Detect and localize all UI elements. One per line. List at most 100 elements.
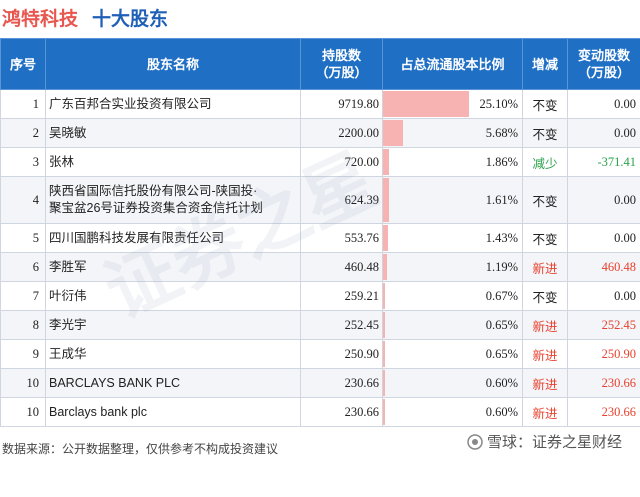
float-ratio: 25.10%	[383, 90, 523, 119]
change-status: 不变	[523, 90, 568, 119]
float-ratio: 1.61%	[383, 177, 523, 224]
shareholder-name: BARCLAYS BANK PLC	[46, 369, 301, 398]
shareholder-name-line2: 聚宝盆26号证券投资集合资金信托计划	[49, 201, 263, 215]
shares-held: 624.39	[301, 177, 383, 224]
change-shares: 252.45	[568, 311, 640, 340]
page-subtitle: 十大股东	[92, 4, 168, 31]
change-shares: 230.66	[568, 398, 640, 427]
float-ratio: 0.65%	[383, 340, 523, 369]
change-shares: 0.00	[568, 224, 640, 253]
shares-held: 230.66	[301, 398, 383, 427]
brand-text: 雪球：证券之星财经	[487, 431, 622, 452]
shares-held: 460.48	[301, 253, 383, 282]
change-shares: 230.66	[568, 369, 640, 398]
shares-held: 230.66	[301, 369, 383, 398]
ratio-bar	[383, 399, 385, 425]
shareholder-name-line1: 陕西省国际信托股份有限公司-陕国投·	[49, 184, 257, 198]
header-delta: 变动股数 （万股）	[568, 39, 640, 90]
ratio-value: 1.43%	[486, 231, 522, 245]
row-index: 7	[1, 282, 46, 311]
shares-held: 259.21	[301, 282, 383, 311]
change-shares: -371.41	[568, 148, 640, 177]
shareholder-name-line1: Barclays bank plc	[49, 405, 147, 419]
ratio-bar	[383, 341, 385, 367]
change-status: 不变	[523, 177, 568, 224]
change-status: 不变	[523, 119, 568, 148]
shareholder-name-line1: 四川国鹏科技发展有限责任公司	[49, 231, 224, 245]
float-ratio: 0.65%	[383, 311, 523, 340]
snowball-icon	[467, 434, 483, 450]
change-status: 不变	[523, 282, 568, 311]
shareholder-name-line1: 广东百邦合实业投资有限公司	[49, 97, 212, 111]
brand-watermark: 雪球：证券之星财经	[467, 431, 622, 452]
shareholders-table: 序号 股东名称 持股数 （万股） 占总流通股本比例 增减 变动股数 （万股） 1…	[0, 38, 640, 427]
change-shares: 0.00	[568, 177, 640, 224]
header-name: 股东名称	[46, 39, 301, 90]
ratio-bar	[383, 120, 403, 146]
ratio-bar	[383, 254, 387, 280]
change-status: 减少	[523, 148, 568, 177]
data-source-note: 数据来源：公开数据整理，仅供参考不构成投资建议	[2, 440, 278, 457]
header-delta-line2: （万股）	[578, 65, 630, 80]
shareholder-name: 吴晓敏	[46, 119, 301, 148]
shareholder-name: 李胜军	[46, 253, 301, 282]
row-index: 9	[1, 340, 46, 369]
ratio-bar	[383, 283, 385, 309]
float-ratio: 0.60%	[383, 369, 523, 398]
shares-held: 9719.80	[301, 90, 383, 119]
table-header-row: 序号 股东名称 持股数 （万股） 占总流通股本比例 增减 变动股数 （万股）	[1, 39, 640, 90]
ratio-value: 25.10%	[479, 97, 522, 111]
float-ratio: 1.19%	[383, 253, 523, 282]
change-status: 新进	[523, 253, 568, 282]
shareholder-name: 李光宇	[46, 311, 301, 340]
row-index: 2	[1, 119, 46, 148]
shareholder-name: 陕西省国际信托股份有限公司-陕国投· 聚宝盆26号证券投资集合资金信托计划	[46, 177, 301, 224]
ratio-value: 0.60%	[486, 376, 522, 390]
change-status: 新进	[523, 398, 568, 427]
float-ratio: 0.67%	[383, 282, 523, 311]
header-shares-line2: （万股）	[315, 65, 367, 80]
shareholder-name: 王成华	[46, 340, 301, 369]
row-index: 1	[1, 90, 46, 119]
shareholder-name: 叶衍伟	[46, 282, 301, 311]
shareholder-name-line1: BARCLAYS BANK PLC	[49, 376, 180, 390]
header-ratio: 占总流通股本比例	[383, 39, 523, 90]
change-status: 新进	[523, 311, 568, 340]
shareholder-name: 张林	[46, 148, 301, 177]
ratio-bar	[383, 149, 389, 175]
float-ratio: 1.43%	[383, 224, 523, 253]
shares-held: 720.00	[301, 148, 383, 177]
ratio-bar	[383, 178, 389, 222]
shareholder-name-line1: 王成华	[49, 347, 87, 361]
shareholder-name-line1: 李光宇	[49, 318, 87, 332]
float-ratio: 0.60%	[383, 398, 523, 427]
row-index: 5	[1, 224, 46, 253]
row-index: 6	[1, 253, 46, 282]
shareholder-name-line1: 吴晓敏	[49, 126, 87, 140]
float-ratio: 1.86%	[383, 148, 523, 177]
ratio-bar	[383, 312, 385, 338]
row-index: 10	[1, 398, 46, 427]
ratio-value: 0.65%	[486, 318, 522, 332]
shares-held: 553.76	[301, 224, 383, 253]
ratio-value: 0.60%	[486, 405, 522, 419]
shares-held: 2200.00	[301, 119, 383, 148]
shareholder-name-line1: 张林	[49, 155, 74, 169]
ratio-value: 0.65%	[486, 347, 522, 361]
shareholder-name: 广东百邦合实业投资有限公司	[46, 90, 301, 119]
title-bar: 鸿特科技 十大股东	[0, 0, 640, 34]
row-index: 8	[1, 311, 46, 340]
row-index: 4	[1, 177, 46, 224]
change-shares: 250.90	[568, 340, 640, 369]
change-shares: 0.00	[568, 90, 640, 119]
header-shares-line1: 持股数	[322, 48, 361, 63]
